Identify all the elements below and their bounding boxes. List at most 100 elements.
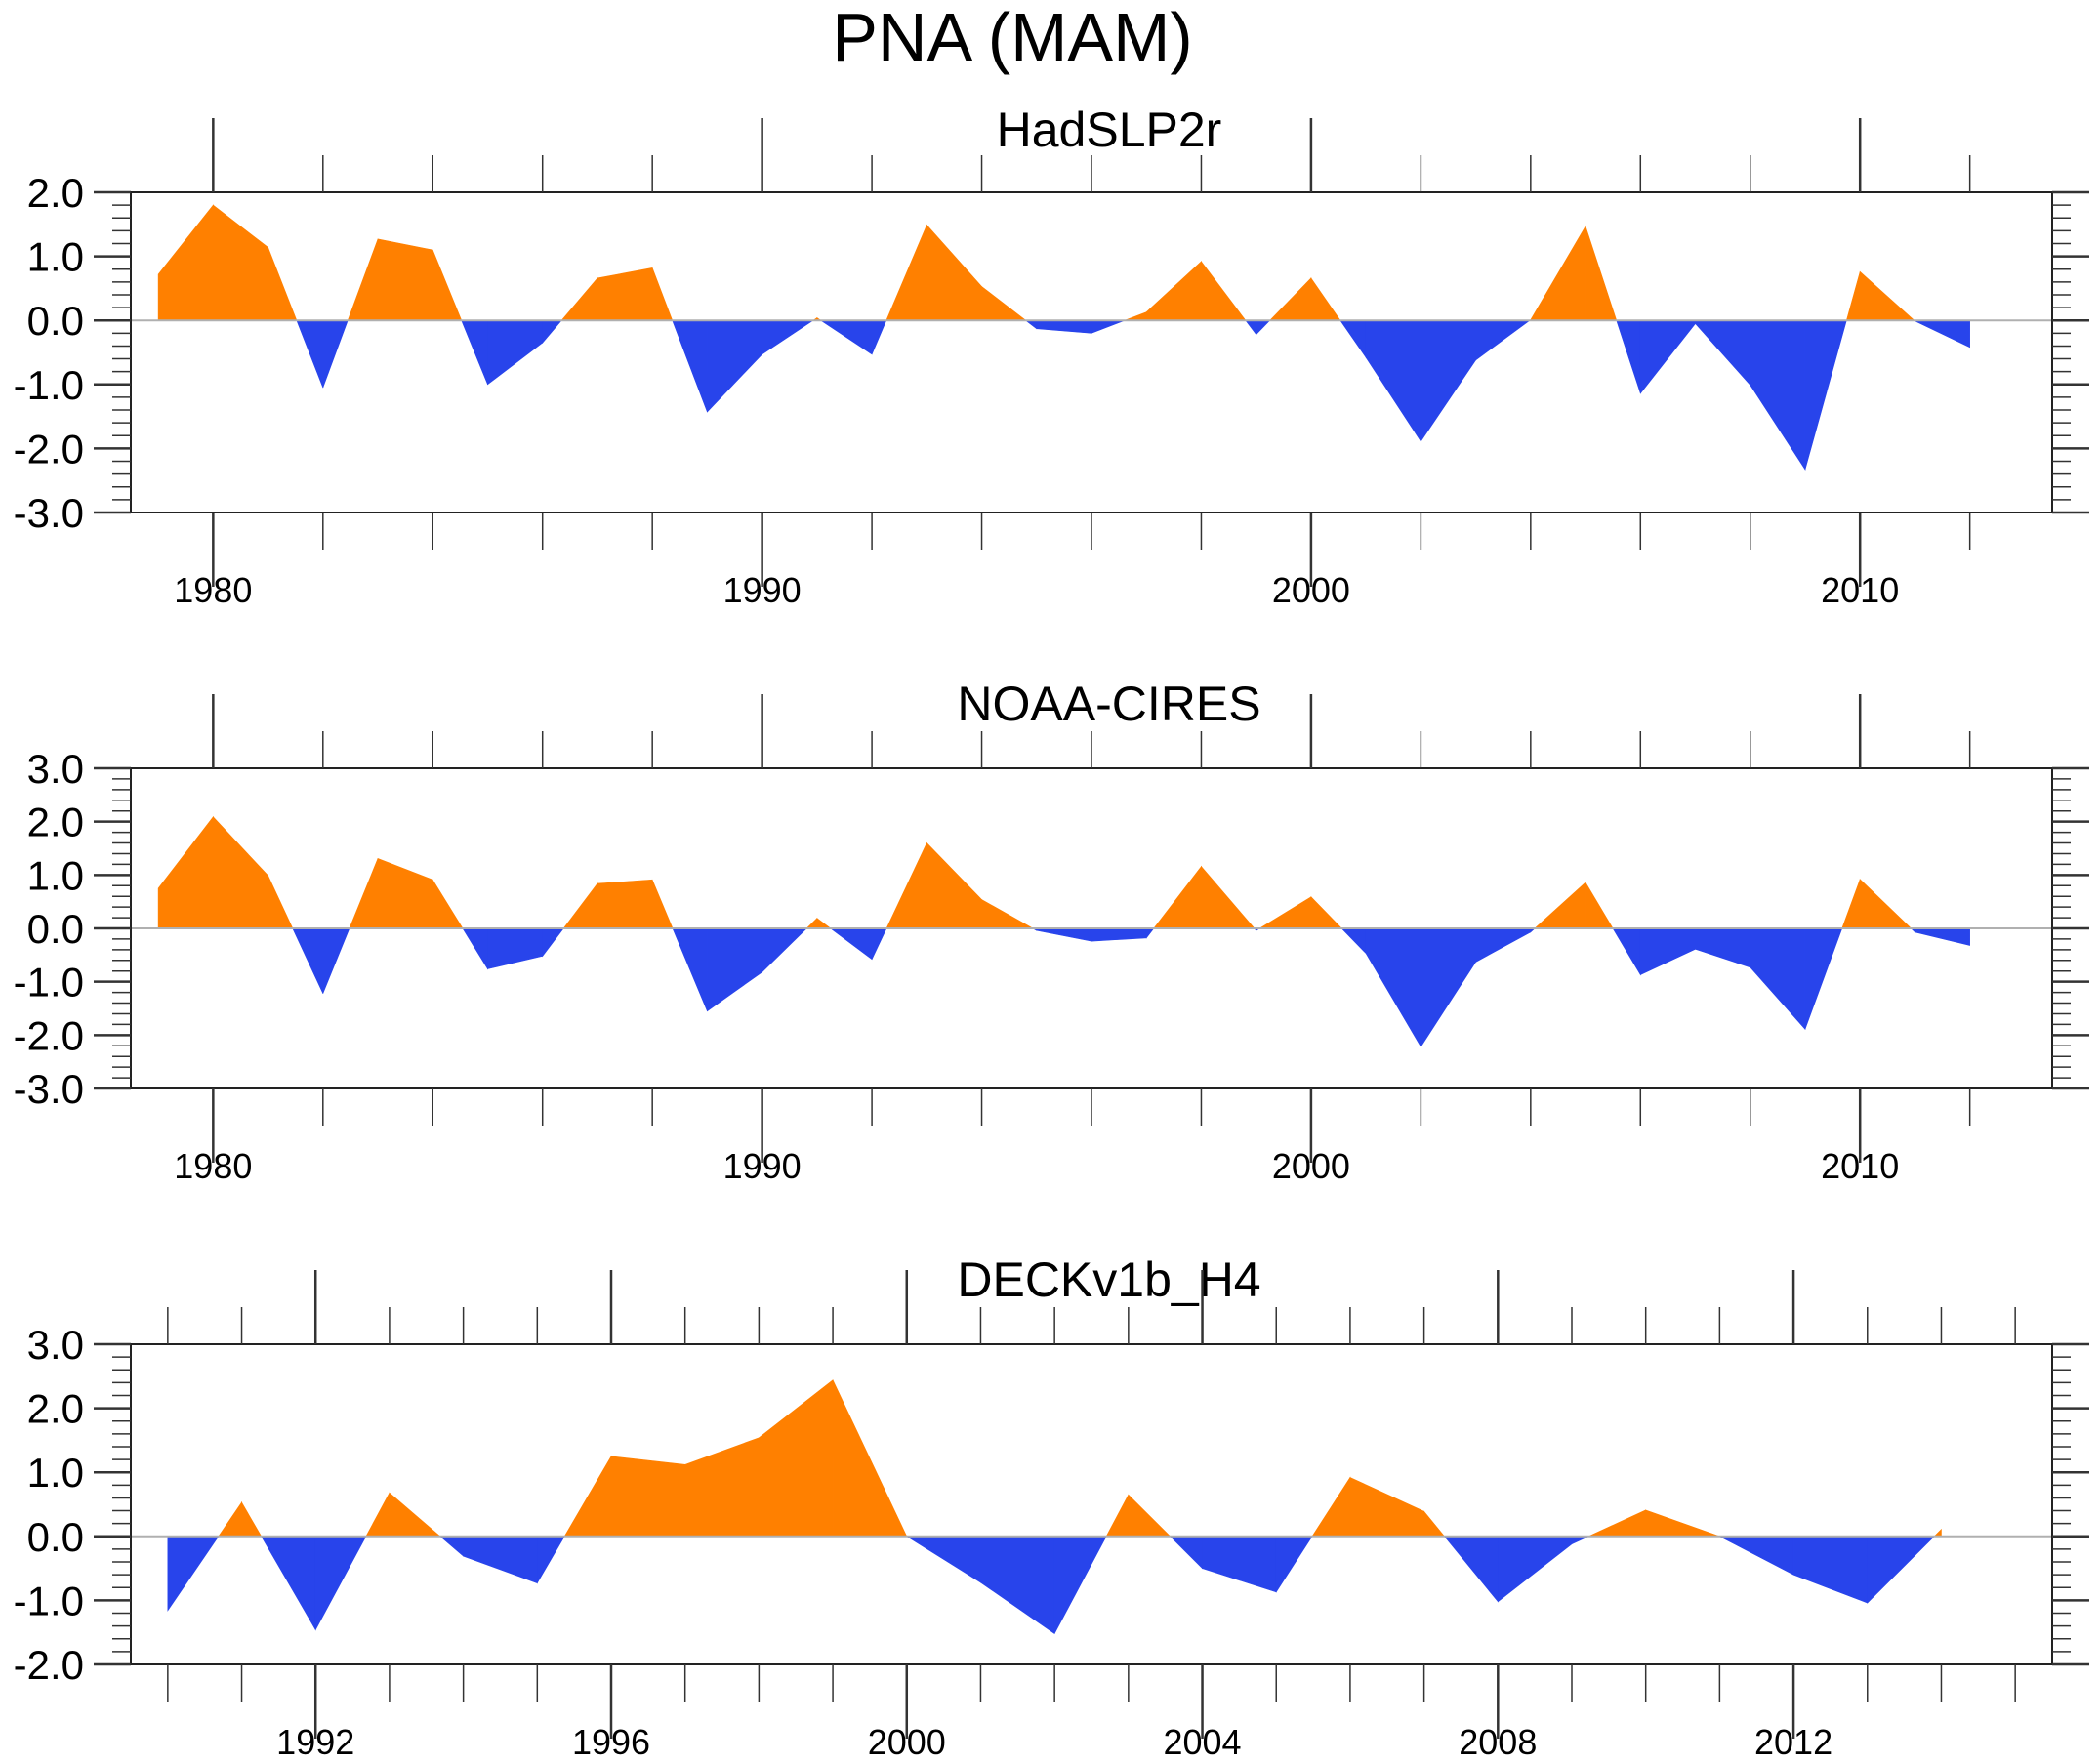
negative-area — [1915, 319, 1970, 349]
plot-frame — [130, 1343, 2053, 1665]
negative-area — [487, 927, 544, 969]
y-tick-label: 1.0 — [27, 1450, 84, 1496]
positive-area — [268, 875, 294, 929]
negative-area — [542, 319, 562, 344]
positive-area — [610, 1456, 685, 1538]
positive-area — [213, 204, 268, 321]
positive-area — [1423, 1510, 1446, 1538]
positive-area — [1588, 1509, 1646, 1538]
negative-area — [463, 1536, 538, 1584]
negative-area — [1091, 927, 1147, 942]
positive-area — [389, 1492, 441, 1538]
positive-area — [1530, 225, 1586, 321]
positive-area — [241, 1500, 263, 1538]
negative-area — [1804, 319, 1847, 471]
positive-area — [432, 879, 464, 929]
negative-area — [1145, 927, 1155, 939]
positive-area — [377, 238, 433, 321]
positive-area — [1310, 276, 1341, 321]
figure-title: PNA (MAM) — [832, 0, 1192, 75]
panel-hadslp2r: HadSLP2r 2.0 1.0 0.0 -1.0 -2.0 -3.0 1980 1990 200… — [14, 103, 2089, 610]
negative-area — [1498, 1536, 1573, 1603]
x-tick-label: 1980 — [174, 1146, 252, 1186]
positive-area — [1128, 1494, 1172, 1538]
negative-area — [1256, 319, 1271, 336]
positive-area — [218, 1501, 242, 1538]
x-tick-label: 1990 — [723, 570, 802, 610]
negative-area — [1616, 319, 1641, 394]
negative-area — [1275, 1536, 1313, 1593]
negative-area — [1245, 319, 1256, 336]
panel-title: NOAA-CIRES — [957, 677, 1260, 731]
negative-area — [707, 927, 762, 1012]
y-tick-label: 3.0 — [27, 746, 84, 792]
y-tick-label: -3.0 — [14, 1066, 84, 1112]
positive-area — [816, 918, 832, 929]
positive-area — [213, 815, 268, 929]
y-tick-label: -2.0 — [14, 1642, 84, 1688]
x-tick-label: 1980 — [174, 570, 252, 610]
positive-area — [1645, 1509, 1720, 1538]
negative-area — [1339, 319, 1367, 359]
panel-title: HadSLP2r — [997, 103, 1222, 157]
x-tick-label: 2010 — [1821, 1146, 1899, 1186]
positive-area — [347, 238, 379, 321]
positive-area — [1845, 271, 1861, 321]
negative-area — [905, 1536, 981, 1583]
negative-area — [871, 927, 887, 960]
negative-area — [1421, 319, 1476, 443]
negative-area — [167, 1536, 220, 1612]
negative-area — [1750, 319, 1806, 472]
positive-area — [926, 224, 982, 321]
positive-area — [157, 815, 214, 929]
positive-area — [268, 247, 298, 321]
y-tick-label: 1.0 — [27, 852, 84, 898]
panel-deckv1b-h4: DECKv1b_H4 3.0 2.0 1.0 0.0 -1.0 -2.0 1992 1996 20… — [14, 1252, 2089, 1762]
positive-area — [1153, 865, 1202, 929]
negative-area — [1612, 927, 1641, 976]
negative-area — [462, 927, 488, 970]
negative-area — [1571, 1536, 1589, 1545]
positive-area — [563, 1455, 612, 1538]
negative-area — [1750, 927, 1806, 1031]
panel-noaa-cires: NOAA-CIRES 3.0 2.0 1.0 0.0 -1.0 -2.0 -3.0 1980 19… — [14, 677, 2089, 1186]
positive-area — [1311, 1476, 1351, 1538]
positive-area — [1258, 896, 1312, 929]
negative-area — [707, 319, 762, 413]
positive-area — [832, 1379, 908, 1538]
negative-area — [1202, 1536, 1277, 1593]
positive-area — [981, 898, 1035, 929]
positive-area — [1585, 881, 1614, 929]
negative-area — [871, 319, 887, 355]
positive-area — [1201, 865, 1256, 929]
positive-area — [651, 267, 674, 321]
negative-area — [1719, 1536, 1794, 1576]
negative-area — [296, 319, 324, 389]
negative-area — [1792, 1536, 1869, 1604]
positive-area — [805, 917, 818, 929]
x-tick-label: 1990 — [723, 1146, 802, 1186]
y-tick-label: 2.0 — [27, 1386, 84, 1432]
positive-area — [1859, 270, 1915, 321]
positive-area — [1310, 896, 1342, 929]
x-tick-label: 1992 — [276, 1722, 354, 1762]
positive-area — [1585, 226, 1618, 321]
negative-area — [1036, 319, 1092, 334]
negative-area — [314, 1536, 367, 1630]
positive-area — [1534, 882, 1586, 929]
positive-area — [1841, 879, 1861, 929]
y-tick-label: 0.0 — [27, 906, 84, 952]
negative-area — [292, 927, 324, 994]
negative-area — [762, 319, 814, 355]
negative-area — [1024, 319, 1038, 330]
positive-area — [560, 277, 598, 321]
positive-area — [1145, 261, 1202, 321]
positive-area — [1933, 1528, 1942, 1538]
negative-area — [1443, 1536, 1499, 1603]
x-tick-label: 2004 — [1163, 1722, 1241, 1762]
x-tick-label: 2000 — [868, 1722, 946, 1762]
y-tick-label: 0.0 — [27, 298, 84, 344]
negative-area — [980, 1536, 1055, 1635]
positive-area — [885, 842, 927, 929]
